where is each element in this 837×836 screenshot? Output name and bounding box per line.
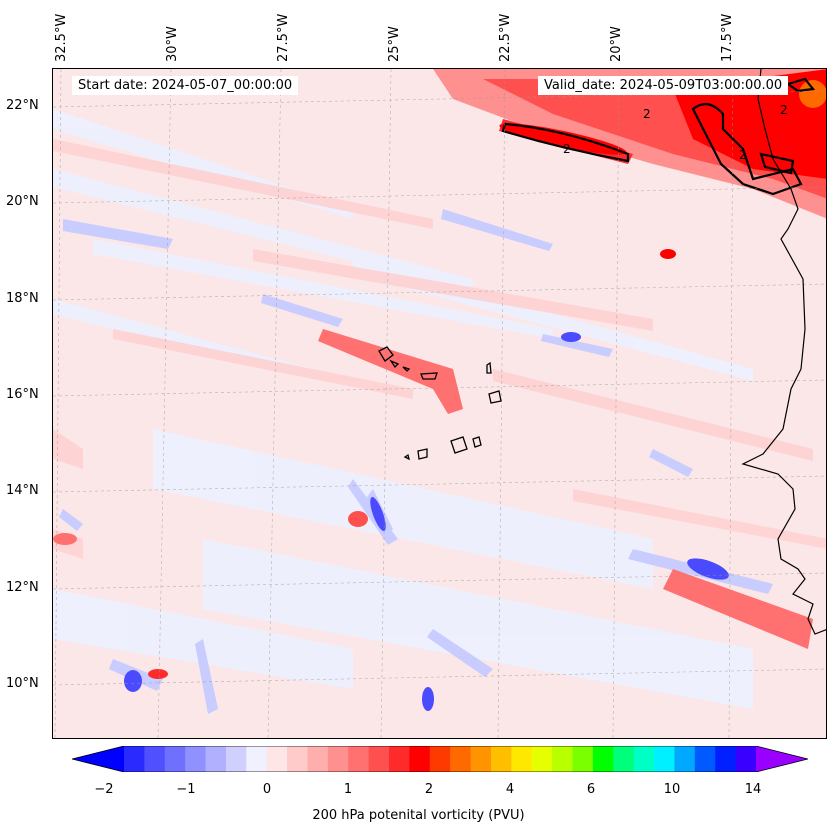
contour-label-3: 2 [739, 148, 747, 162]
colorbar-extend-min [72, 746, 124, 772]
colorbar-swatch [633, 746, 655, 772]
lon-label-30w: 30°W [165, 26, 180, 62]
cape-verde-islands [378, 346, 502, 461]
pv-contours [501, 77, 816, 196]
colorbar-swatch [694, 746, 716, 772]
lat-label-16n: 16°N [6, 387, 39, 402]
contour-label-2: 2 [643, 107, 651, 121]
colorbar-swatch [429, 746, 451, 772]
contour-label-4: 2 [780, 103, 788, 117]
africa-coastline [741, 69, 826, 635]
colorbar-swatch [266, 746, 288, 772]
colorbar-swatch [572, 746, 594, 772]
lon-label-20w: 20°W [609, 26, 624, 62]
colorbar-tick: −2 [94, 782, 114, 797]
lon-label-25w: 25°W [387, 26, 402, 62]
colorbar-swatch [205, 746, 227, 772]
colorbar-swatch [735, 746, 757, 772]
colorbar-tick: 1 [343, 782, 353, 797]
colorbar [72, 746, 808, 772]
colorbar-title: 200 hPa potenital vorticity (PVU) [312, 808, 525, 823]
colorbar-swatch [185, 746, 207, 772]
colorbar-tick: 4 [505, 782, 515, 797]
colorbar-swatch [124, 746, 145, 772]
pv-strong-negative [124, 332, 729, 711]
lat-label-22n: 22°N [6, 98, 39, 113]
colorbar-swatch [144, 746, 166, 772]
colorbar-tick: 0 [262, 782, 272, 797]
lat-label-10n: 10°N [6, 676, 39, 691]
colorbar-tick: 2 [424, 782, 434, 797]
pv-strong-positive-region [433, 69, 826, 259]
colorbar-tick: 14 [744, 782, 762, 797]
lat-label-12n: 12°N [6, 580, 39, 595]
colorbar-swatch [389, 746, 410, 772]
lat-label-20n: 20°N [6, 194, 39, 209]
pv-field: 2 2 2 2 [53, 69, 826, 738]
pv-moderate-positive [53, 329, 813, 679]
lon-label-32-5w: 32.5°W [54, 13, 69, 62]
colorbar-tick: 6 [586, 782, 596, 797]
pv-map: 2 2 2 2 [52, 68, 827, 739]
colorbar-swatch [674, 746, 696, 772]
colorbar-swatch [654, 746, 675, 772]
graticule [53, 69, 826, 738]
colorbar-swatch [511, 746, 533, 772]
pv-weak-positive-streaks [53, 139, 826, 559]
colorbar-swatch [287, 746, 308, 772]
colorbar-swatch [246, 746, 268, 772]
lon-label-22-5w: 22.5°W [498, 13, 513, 62]
colorbar-swatch [409, 746, 431, 772]
colorbar-swatch [490, 746, 512, 772]
colorbar-swatch [715, 746, 737, 772]
lon-label-17-5w: 17.5°W [720, 13, 735, 62]
colorbar-tick: 10 [663, 782, 681, 797]
lon-label-27-5w: 27.5°W [276, 13, 291, 62]
colorbar-swatch [531, 746, 553, 772]
colorbar-swatch [613, 746, 635, 772]
colorbar-swatch [307, 746, 329, 772]
colorbar-swatch [348, 746, 370, 772]
colorbar-swatch [552, 746, 574, 772]
colorbar-swatch [450, 746, 472, 772]
colorbar-swatch [368, 746, 390, 772]
contour-label-1: 2 [563, 142, 571, 156]
start-date-banner: Start date: 2024-05-07_00:00:00 [72, 76, 299, 95]
colorbar-swatch [470, 746, 492, 772]
colorbar-extend-max [756, 746, 808, 772]
colorbar-tick: −1 [176, 782, 196, 797]
valid-date-banner: Valid_date: 2024-05-09T03:00:00.00 [538, 76, 789, 95]
colorbar-swatch [592, 746, 614, 772]
colorbar-swatch [164, 746, 186, 772]
lat-label-14n: 14°N [6, 483, 39, 498]
lat-label-18n: 18°N [6, 291, 39, 306]
colorbar-swatch [225, 746, 247, 772]
colorbar-swatch [327, 746, 349, 772]
